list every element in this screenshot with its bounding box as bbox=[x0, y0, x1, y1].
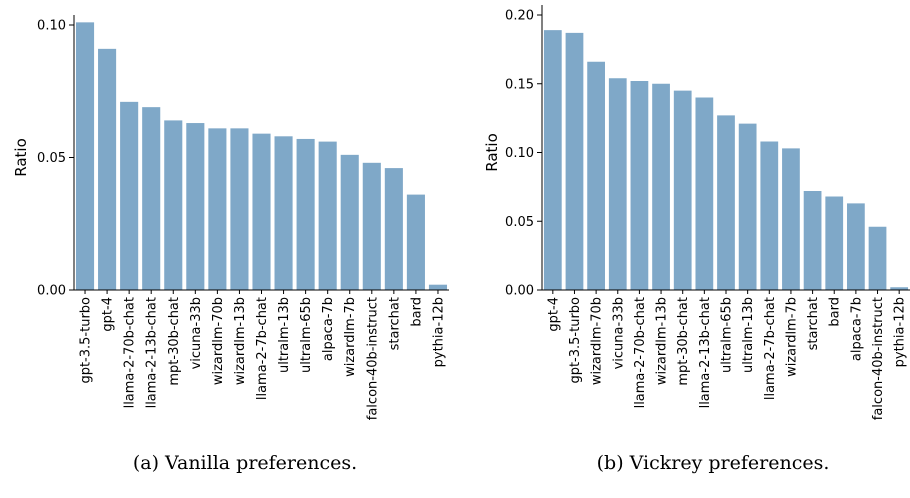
y-tick-label: 0.05 bbox=[505, 215, 534, 230]
x-tick-label: gpt-3.5-turbo bbox=[79, 297, 94, 384]
x-tick-label: gpt-3.5-turbo bbox=[568, 297, 583, 384]
x-tick-label: gpt-4 bbox=[546, 297, 561, 332]
y-tick-label: 0.20 bbox=[505, 9, 534, 24]
x-tick-label: wizardlm-13b bbox=[233, 297, 248, 385]
bar bbox=[252, 133, 271, 290]
bar bbox=[186, 123, 205, 290]
y-tick-label: 0.00 bbox=[37, 284, 66, 299]
x-tick-label: gpt-4 bbox=[101, 297, 116, 332]
bar bbox=[608, 78, 627, 290]
x-tick-label: starchat bbox=[806, 297, 821, 350]
bar bbox=[164, 120, 183, 291]
bar bbox=[98, 48, 117, 290]
x-tick-label: starchat bbox=[387, 297, 402, 350]
bar bbox=[543, 30, 562, 291]
x-tick-label: ultralm-65b bbox=[299, 297, 314, 373]
x-tick-label: llama-2-70b-chat bbox=[633, 297, 648, 408]
x-tick-label: wizardlm-7b bbox=[784, 297, 799, 377]
x-tick-label: wizardlm-70b bbox=[211, 297, 226, 385]
x-tick-label: wizardlm-13b bbox=[655, 297, 670, 385]
x-tick-label: llama-2-7b-chat bbox=[763, 297, 778, 400]
bar bbox=[847, 203, 865, 291]
x-tick-label: llama-2-7b-chat bbox=[255, 297, 270, 400]
bar bbox=[630, 81, 649, 290]
y-tick-label: 0.10 bbox=[37, 19, 66, 34]
bar bbox=[825, 196, 844, 290]
x-tick-label: bard bbox=[828, 297, 843, 327]
bar bbox=[760, 141, 779, 290]
figure-caption: (a) Vanilla preferences. bbox=[133, 452, 357, 474]
x-tick-label: mpt-30b-chat bbox=[676, 297, 691, 386]
bar bbox=[565, 32, 584, 291]
bar bbox=[120, 101, 139, 290]
bar bbox=[587, 61, 605, 290]
x-tick-label: mpt-30b-chat bbox=[167, 297, 182, 386]
bar bbox=[362, 162, 381, 290]
bar bbox=[340, 154, 359, 290]
x-tick-label: bard bbox=[409, 297, 424, 327]
bar bbox=[428, 284, 448, 290]
bar bbox=[803, 191, 822, 290]
bar bbox=[274, 136, 293, 290]
x-tick-label: vicuna-33b bbox=[611, 297, 626, 369]
bar bbox=[296, 138, 315, 290]
x-tick-label: pythia-12b bbox=[893, 297, 908, 367]
y-axis-label: Ratio bbox=[483, 133, 501, 172]
y-tick-label: 0.00 bbox=[505, 284, 534, 299]
bar bbox=[406, 194, 425, 290]
bar bbox=[230, 128, 249, 290]
bar bbox=[142, 107, 161, 291]
y-tick-label: 0.15 bbox=[505, 77, 534, 92]
bar bbox=[652, 83, 670, 290]
y-tick-label: 0.10 bbox=[505, 146, 534, 161]
x-tick-label: ultralm-65b bbox=[720, 297, 735, 373]
x-tick-label: pythia-12b bbox=[431, 297, 446, 367]
bar bbox=[868, 226, 887, 290]
chart-panel-vickrey: 0.00 0.05 0.10 0.15 0.20 gpt-4 gpt-3.5-turbo wi… bbox=[483, 5, 910, 474]
bar bbox=[782, 148, 800, 290]
x-tick-label: wizardlm-7b bbox=[343, 297, 358, 377]
x-tick-label: llama-2-13b-chat bbox=[698, 297, 713, 408]
bar bbox=[717, 115, 735, 291]
bar bbox=[673, 90, 692, 290]
bar bbox=[384, 168, 403, 290]
chart-panel-vanilla: 0.00 0.05 0.10 gpt-3.5-turbo gpt-4 llama-2-70… bbox=[12, 15, 449, 474]
x-tick-label: alpaca-7b bbox=[321, 297, 336, 361]
x-tick-label: ultralm-13b bbox=[277, 297, 292, 373]
y-axis-label: Ratio bbox=[12, 138, 30, 177]
figure-caption: (b) Vickrey preferences. bbox=[597, 452, 830, 474]
x-tick-label: ultralm-13b bbox=[741, 297, 756, 373]
x-tick-label: llama-2-13b-chat bbox=[145, 297, 160, 408]
x-tick-label: alpaca-7b bbox=[849, 297, 864, 361]
bar bbox=[890, 287, 909, 290]
bar bbox=[208, 128, 227, 290]
x-tick-label: llama-2-70b-chat bbox=[123, 297, 138, 408]
x-tick-label: falcon-40b-instruct bbox=[871, 297, 886, 420]
bar bbox=[695, 97, 714, 290]
x-tick-label: wizardlm-70b bbox=[590, 297, 605, 385]
bar bbox=[75, 22, 95, 290]
bar bbox=[738, 123, 757, 291]
y-tick-label: 0.05 bbox=[37, 151, 66, 166]
x-tick-label: falcon-40b-instruct bbox=[365, 297, 380, 420]
x-tick-label: vicuna-33b bbox=[189, 297, 204, 369]
bar bbox=[318, 141, 337, 290]
